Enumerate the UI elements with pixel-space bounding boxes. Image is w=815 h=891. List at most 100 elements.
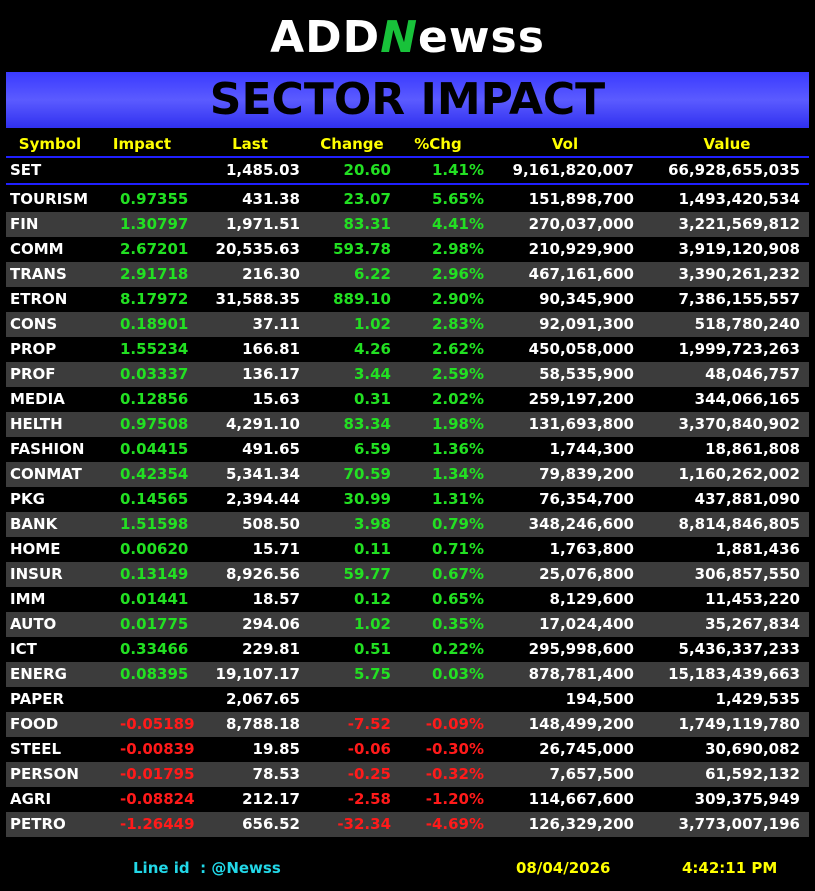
pct-change-cell: 1.31% bbox=[431, 490, 484, 508]
last-cell: 2,067.65 bbox=[225, 690, 300, 708]
change-cell: 0.51 bbox=[353, 640, 391, 658]
impact-cell: 0.01441 bbox=[120, 590, 189, 608]
last-cell: 15.63 bbox=[252, 390, 300, 408]
volume-cell: 58,535,900 bbox=[539, 365, 634, 383]
logo-left: ADD bbox=[270, 12, 381, 63]
impact-cell: -0.08824 bbox=[120, 790, 195, 808]
pct-change-cell: 4.41% bbox=[431, 215, 484, 233]
logo-right: ewss bbox=[418, 12, 545, 63]
impact-cell: 0.03337 bbox=[120, 365, 189, 383]
last-cell: 216.30 bbox=[242, 265, 300, 283]
symbol-cell: PKG bbox=[10, 490, 45, 508]
last-cell: 229.81 bbox=[242, 640, 300, 658]
banner-bg bbox=[6, 72, 809, 128]
last-cell: 15.71 bbox=[252, 540, 300, 558]
impact-cell: 2.67201 bbox=[120, 240, 189, 258]
symbol-cell: ETRON bbox=[10, 290, 68, 308]
volume-cell: 7,657,500 bbox=[549, 765, 634, 783]
value-cell: 66,928,655,035 bbox=[668, 161, 800, 179]
impact-cell: 0.08395 bbox=[120, 665, 189, 683]
volume-cell: 126,329,200 bbox=[528, 815, 634, 833]
volume-cell: 8,129,600 bbox=[549, 590, 634, 608]
change-cell: -32.34 bbox=[337, 815, 391, 833]
column-header: Vol bbox=[551, 135, 579, 153]
value-cell: 5,436,337,233 bbox=[678, 640, 800, 658]
last-cell: 20,535.63 bbox=[215, 240, 300, 258]
pct-change-cell: 2.98% bbox=[431, 240, 484, 258]
pct-change-cell: 0.67% bbox=[431, 565, 484, 583]
impact-cell: 0.18901 bbox=[120, 315, 189, 333]
value-cell: 1,493,420,534 bbox=[678, 190, 800, 208]
value-cell: 8,814,846,805 bbox=[678, 515, 800, 533]
value-cell: 7,386,155,557 bbox=[678, 290, 800, 308]
row-stripe bbox=[6, 612, 809, 637]
impact-cell: -0.01795 bbox=[120, 765, 195, 783]
volume-cell: 114,667,600 bbox=[528, 790, 634, 808]
impact-cell: -0.05189 bbox=[120, 715, 195, 733]
value-cell: 1,160,262,002 bbox=[678, 465, 800, 483]
value-cell: 309,375,949 bbox=[694, 790, 800, 808]
volume-cell: 259,197,200 bbox=[528, 390, 634, 408]
line-id: Line id : @Newss bbox=[133, 859, 281, 877]
volume-cell: 76,354,700 bbox=[539, 490, 634, 508]
impact-cell: 1.30797 bbox=[120, 215, 189, 233]
last-cell: 19.85 bbox=[252, 740, 300, 758]
value-cell: 3,390,261,232 bbox=[678, 265, 800, 283]
symbol-cell: PERSON bbox=[10, 765, 79, 783]
symbol-cell: FIN bbox=[10, 215, 39, 233]
impact-cell: 1.55234 bbox=[120, 340, 189, 358]
pct-change-cell: 1.36% bbox=[431, 440, 484, 458]
last-cell: 491.65 bbox=[242, 440, 300, 458]
symbol-cell: ENERG bbox=[10, 665, 67, 683]
value-cell: 61,592,132 bbox=[705, 765, 800, 783]
symbol-cell: PAPER bbox=[10, 690, 65, 708]
column-header: Impact bbox=[112, 135, 172, 153]
volume-cell: 79,839,200 bbox=[539, 465, 634, 483]
change-cell: 6.59 bbox=[353, 440, 391, 458]
value-cell: 3,773,007,196 bbox=[678, 815, 800, 833]
change-cell: 3.44 bbox=[353, 365, 391, 383]
symbol-cell: TOURISM bbox=[10, 190, 89, 208]
pct-change-cell: 1.41% bbox=[431, 161, 484, 179]
last-cell: 2,394.44 bbox=[225, 490, 300, 508]
last-cell: 8,926.56 bbox=[225, 565, 300, 583]
impact-cell: 0.12856 bbox=[120, 390, 189, 408]
symbol-cell: IMM bbox=[10, 590, 46, 608]
volume-cell: 151,898,700 bbox=[528, 190, 634, 208]
symbol-cell: COMM bbox=[10, 240, 64, 258]
last-cell: 5,341.34 bbox=[225, 465, 300, 483]
pct-change-cell: 1.34% bbox=[431, 465, 484, 483]
row-stripe bbox=[6, 212, 809, 237]
value-cell: 11,453,220 bbox=[705, 590, 800, 608]
impact-cell: 0.97508 bbox=[120, 415, 189, 433]
pct-change-cell: -0.32% bbox=[425, 765, 484, 783]
change-cell: 0.31 bbox=[353, 390, 391, 408]
separator bbox=[6, 156, 809, 158]
symbol-cell: FOOD bbox=[10, 715, 59, 733]
change-cell: -0.25 bbox=[347, 765, 391, 783]
pct-change-cell: 0.79% bbox=[431, 515, 484, 533]
impact-cell: -1.26449 bbox=[120, 815, 195, 833]
change-cell: 4.26 bbox=[353, 340, 391, 358]
symbol-cell: PETRO bbox=[10, 815, 66, 833]
last-cell: 4,291.10 bbox=[225, 415, 300, 433]
symbol-cell: AGRI bbox=[10, 790, 52, 808]
pct-change-cell: 2.62% bbox=[431, 340, 484, 358]
impact-cell: -0.00839 bbox=[120, 740, 195, 758]
change-cell: 593.78 bbox=[333, 240, 391, 258]
change-cell: 23.07 bbox=[343, 190, 391, 208]
volume-cell: 148,499,200 bbox=[528, 715, 634, 733]
impact-cell: 0.33466 bbox=[120, 640, 189, 658]
change-cell: 59.77 bbox=[343, 565, 391, 583]
volume-cell: 210,929,900 bbox=[528, 240, 634, 258]
impact-cell: 1.51598 bbox=[120, 515, 189, 533]
value-cell: 3,221,569,812 bbox=[678, 215, 800, 233]
volume-cell: 878,781,400 bbox=[528, 665, 634, 683]
value-cell: 1,429,535 bbox=[715, 690, 800, 708]
column-header: Symbol bbox=[18, 135, 82, 153]
change-cell: 5.75 bbox=[353, 665, 391, 683]
row-stripe bbox=[6, 262, 809, 287]
symbol-cell: ICT bbox=[10, 640, 37, 658]
pct-change-cell: 0.35% bbox=[431, 615, 484, 633]
volume-cell: 270,037,000 bbox=[528, 215, 634, 233]
